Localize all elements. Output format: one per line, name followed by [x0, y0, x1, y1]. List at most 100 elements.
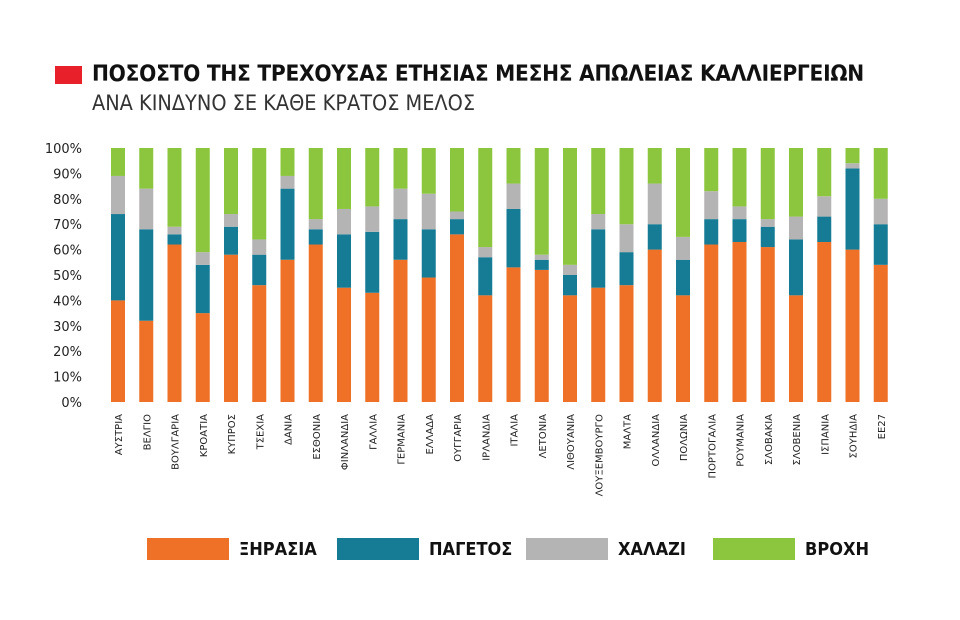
bar-segment	[845, 148, 860, 164]
bar-segment	[308, 219, 323, 230]
legend-item: ΞΗΡΑΣΙΑ	[147, 538, 325, 560]
bar-segment	[789, 239, 803, 296]
x-tick-label: ΒΟΥΛΓΑΡΙΑ	[171, 414, 182, 470]
bar-segment	[563, 295, 577, 402]
bar-segment	[167, 244, 182, 402]
x-tick-label: ΡΟΥΜΑΝΙΑ	[736, 414, 747, 467]
bar-segment	[676, 295, 690, 402]
x-tick-label: ΠΟΡΤΟΓΑΛΙΑ	[707, 414, 718, 479]
bar-segment	[817, 216, 832, 242]
bar-segment	[365, 206, 380, 232]
bar-segment	[676, 148, 690, 237]
y-tick-label: 100%	[45, 142, 82, 157]
bar-segment	[337, 287, 351, 402]
bar-segment	[252, 148, 267, 240]
x-tick-label: ΤΣΕΧΙΑ	[255, 414, 266, 451]
x-tick-label: ΙΤΑΛΙΑ	[510, 414, 521, 447]
bar-segment	[563, 148, 577, 265]
bar-segment	[337, 208, 351, 235]
bar-segment	[280, 175, 295, 189]
y-tick-label: 90%	[53, 167, 82, 182]
x-tick-label: ΓΑΛΛΙΑ	[368, 414, 379, 450]
bar-segment	[817, 148, 832, 197]
x-tick-label: ΕΣΘΟΝΙΑ	[312, 414, 323, 460]
bar-segment	[619, 252, 634, 286]
bar-segment	[224, 226, 238, 255]
chart-subtitle: ΑΝΑ ΚΙΝΔΥΝΟ ΣΕ ΚΑΘΕ ΚΡΑΤΟΣ ΜΕΛΟΣ	[92, 91, 476, 115]
bar-segment	[732, 148, 747, 207]
y-tick-label: 30%	[53, 320, 82, 335]
title-marker	[55, 65, 82, 84]
x-tick-label: ΚΥΠΡΟΣ	[227, 414, 238, 454]
x-tick-label: ΙΣΠΑΝΙΑ	[820, 414, 831, 455]
legend-item: ΧΑΛΑΖΙ	[526, 538, 693, 560]
bar-segment	[732, 241, 747, 402]
bar-segment	[704, 148, 719, 192]
bar-segment	[760, 148, 775, 220]
bar-segment	[704, 191, 719, 220]
bar-segment	[280, 259, 295, 402]
bar-segment	[647, 148, 662, 184]
x-tick-label: ΣΛΟΒΑΚΙΑ	[764, 414, 775, 465]
legend-item: ΠΑΓΕΤΟΣ	[337, 538, 522, 560]
bar-segment	[478, 148, 493, 248]
bar-segment	[704, 219, 719, 245]
bar-segment	[139, 320, 154, 402]
y-tick-label: 20%	[53, 345, 82, 360]
x-tick-label: ΠΟΛΩΝΙΑ	[679, 414, 690, 461]
bar-segment	[760, 226, 775, 248]
bar-segment	[619, 148, 634, 225]
bar-segment	[619, 285, 634, 402]
bar-segment	[421, 229, 436, 278]
bar-segment	[478, 257, 493, 296]
chart-title: ΠΟΣΟΣΤΟ ΤΗΣ ΤΡΕΧΟΥΣΑΣ ΕΤΗΣΙΑΣ ΜΕΣΗΣ ΑΠΩΛ…	[92, 62, 864, 87]
bar-segment	[450, 234, 464, 402]
bar-segment	[760, 247, 775, 402]
bar-segment	[280, 188, 295, 260]
bar-segment	[506, 267, 521, 402]
x-tick-label: ΒΕΛΓΙΟ	[142, 414, 153, 451]
x-tick-label: ΕΛΛΑΔΑ	[425, 414, 436, 455]
bar-segment	[647, 224, 662, 250]
x-tick-label: ΟΥΓΓΑΡΙΑ	[453, 414, 464, 462]
x-tick-label: ΛΕΤΟΝΙΑ	[538, 414, 549, 459]
bar-segment	[195, 148, 210, 253]
bar-segment	[845, 163, 860, 169]
bar-segment	[111, 175, 125, 215]
bar-segment	[506, 148, 521, 184]
bar-segment	[817, 241, 832, 402]
bar-segment	[421, 193, 436, 230]
bar-segment	[591, 229, 606, 288]
bar-segment	[534, 148, 549, 255]
bar-segment	[789, 216, 803, 240]
bar-segment	[139, 148, 154, 189]
bar-segment	[365, 231, 380, 293]
bar-segment	[195, 313, 210, 402]
bar-segment	[591, 148, 606, 215]
bar-segment	[478, 295, 493, 402]
bar-segment	[817, 196, 832, 217]
legend-label: ΧΑΛΑΖΙ	[618, 538, 686, 560]
legend-swatch	[147, 538, 229, 560]
legend-label: ΞΗΡΑΣΙΑ	[239, 538, 317, 560]
x-tick-label: ΣΛΟΒΕΝΙΑ	[792, 414, 803, 466]
bar-segment	[224, 214, 238, 227]
bar-segment	[619, 224, 634, 253]
x-tick-label: ΦΙΝΛΑΝΔΙΑ	[340, 414, 351, 470]
bar-segment	[450, 148, 464, 212]
y-tick-label: 80%	[53, 193, 82, 208]
bar-segment	[845, 168, 860, 250]
x-tick-label: ΜΑΛΤΑ	[623, 414, 634, 449]
bar-segment	[308, 244, 323, 402]
legend-label: ΒΡΟΧΗ	[805, 538, 870, 560]
bar-segment	[647, 183, 662, 225]
bar-segment	[393, 219, 408, 260]
y-tick-label: 70%	[53, 218, 82, 233]
bar-segment	[252, 254, 267, 286]
x-tick-label: ΚΡΟΑΤΙΑ	[199, 414, 210, 457]
x-tick-label: ΓΕΡΜΑΝΙΑ	[397, 414, 408, 465]
bar-segment	[167, 148, 182, 227]
bar-segment	[393, 259, 408, 402]
bar-segment	[111, 214, 125, 301]
